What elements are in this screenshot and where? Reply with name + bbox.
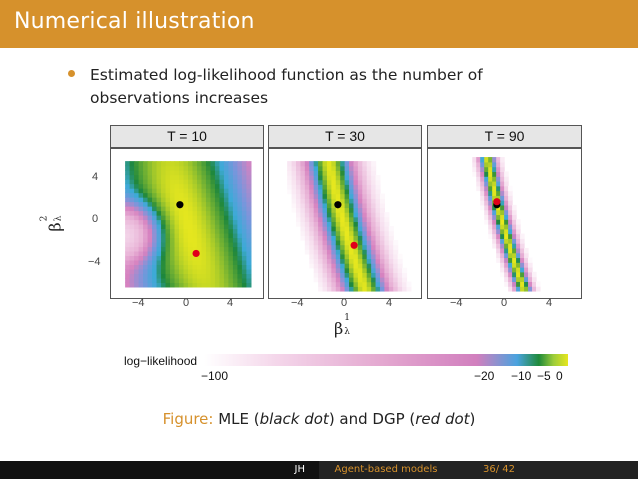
x-tick-0-p3: 0	[501, 297, 508, 309]
y-tick-4: 4	[92, 171, 99, 183]
dgp-dot	[192, 249, 200, 258]
heatmap-panel-t90	[427, 148, 582, 299]
heatmap-t90	[472, 157, 541, 292]
heatmap-cells	[472, 157, 541, 292]
title-bar: Numerical illustration	[0, 0, 638, 48]
panel-label-t90: T = 90	[427, 125, 582, 148]
dgp-dot	[350, 241, 358, 249]
x-tick-4-p2: 4	[386, 297, 393, 309]
heatmap-t30	[287, 161, 412, 292]
footer-page: 36/ 42	[453, 461, 638, 479]
heatmap-panel-t10	[110, 148, 264, 299]
legend-label-0: 0	[556, 369, 563, 383]
heatmap-t10	[125, 161, 252, 288]
x-tick-4-p3: 4	[546, 297, 553, 309]
x-tick-neg4-p2: −4	[291, 297, 304, 309]
footer-title: Agent-based models	[319, 461, 453, 479]
legend-label-neg5: −5	[537, 369, 551, 383]
bullet-text: Estimated log-likelihood function as the…	[90, 66, 483, 107]
y-tick-0: 0	[92, 213, 99, 225]
footer: JH Agent-based models 36/ 42	[0, 461, 638, 479]
x-tick-neg4-p1: −4	[132, 297, 145, 309]
heatmap-cells	[287, 161, 412, 292]
bullet-marker	[68, 70, 75, 77]
legend-label-neg10: −10	[511, 369, 532, 383]
legend-colorbar	[204, 354, 568, 366]
heatmap-panel-t30	[268, 148, 422, 299]
panel-label-t30: T = 30	[268, 125, 422, 148]
x-tick-0-p1: 0	[183, 297, 190, 309]
footer-author: JH	[0, 461, 319, 479]
x-tick-neg4-p3: −4	[450, 297, 463, 309]
panel-label-t10: T = 10	[110, 125, 264, 148]
dgp-dot	[493, 198, 501, 206]
x-tick-4-p1: 4	[227, 297, 234, 309]
slide-title: Numerical illustration	[14, 9, 255, 34]
legend-label-neg20: −20	[474, 369, 495, 383]
figure-caption: Figure: MLE (black dot) and DGP (red dot…	[162, 410, 476, 428]
heatmap-cells	[125, 161, 252, 288]
legend-label-neg100: −100	[201, 369, 229, 383]
mle-dot	[176, 201, 184, 209]
x-tick-0-p2: 0	[341, 297, 348, 309]
caption-prefix: Figure:	[162, 410, 214, 428]
mle-dot	[334, 201, 342, 209]
legend-title: log−likelihood	[124, 354, 198, 368]
y-tick-neg4: −4	[88, 256, 101, 268]
